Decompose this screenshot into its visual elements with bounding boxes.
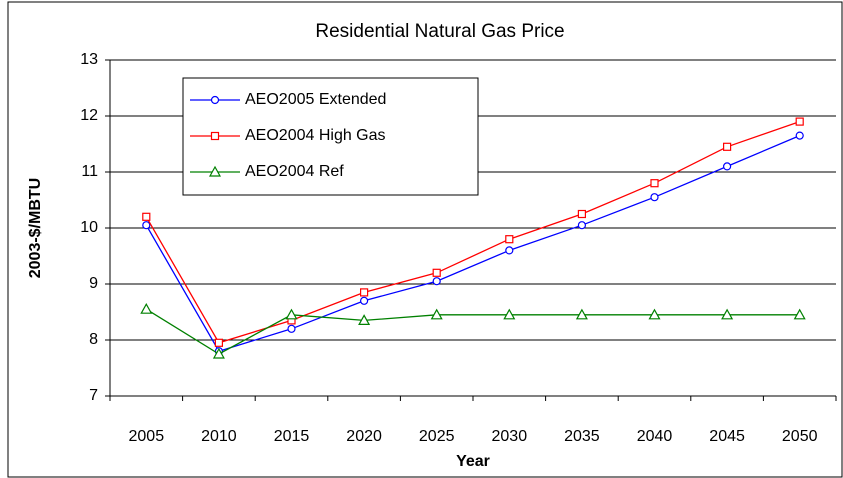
point [721,308,734,320]
point [360,288,369,297]
legend-marker [210,95,220,105]
chart-title: Residential Natural Gas Price [315,21,564,42]
point [142,212,151,221]
point [722,142,732,151]
chart-frame [7,1,843,478]
legend-label: AEO2004 High Gas [245,127,386,144]
point [142,221,151,230]
x-tick-label: 2040 [637,428,673,445]
point [577,221,587,230]
x-tick-label: 2050 [782,428,818,445]
x-tick-label: 2020 [346,428,382,445]
point [212,347,225,359]
point [432,268,441,277]
point [287,324,296,333]
point [650,193,659,202]
point [575,308,588,320]
x-tick-label: 2010 [201,428,237,445]
point [214,338,223,347]
point [650,179,659,188]
legend-marker [208,165,222,177]
point [358,314,371,325]
point [432,277,441,286]
y-tick-label: 12 [80,107,98,124]
y-tick-label: 7 [89,387,98,404]
x-tick-label: 2030 [492,428,528,445]
series-line [145,308,800,355]
x-tick-label: 2045 [709,428,745,445]
x-tick-label: 2005 [129,428,165,445]
point [360,296,369,305]
point [648,308,661,320]
point [140,302,153,314]
x-tick-label: 2035 [564,428,600,445]
y-tick-label: 13 [80,51,98,68]
point [285,308,298,320]
point [795,117,804,126]
point [503,308,516,320]
y-tick-label: 10 [80,219,98,236]
y-tick-label: 8 [89,331,98,348]
series-line [145,135,800,352]
legend-label: AEO2004 Ref [245,163,344,180]
y-tick-label: 11 [81,163,98,180]
point [505,235,514,244]
point [793,308,806,320]
x-tick-label: 2025 [419,428,455,445]
point [577,209,587,219]
point [505,246,514,255]
point [795,131,804,140]
x-tick-label: 2015 [274,428,310,445]
y-axis-label: 2003-$/MBTU [27,178,44,278]
series-line [145,120,800,344]
y-tick-label: 9 [89,275,98,292]
legend-label: AEO2005 Extended [245,91,386,108]
point [430,308,443,320]
x-axis-label: Year [456,453,490,470]
point [722,162,732,171]
legend-marker [210,131,220,141]
